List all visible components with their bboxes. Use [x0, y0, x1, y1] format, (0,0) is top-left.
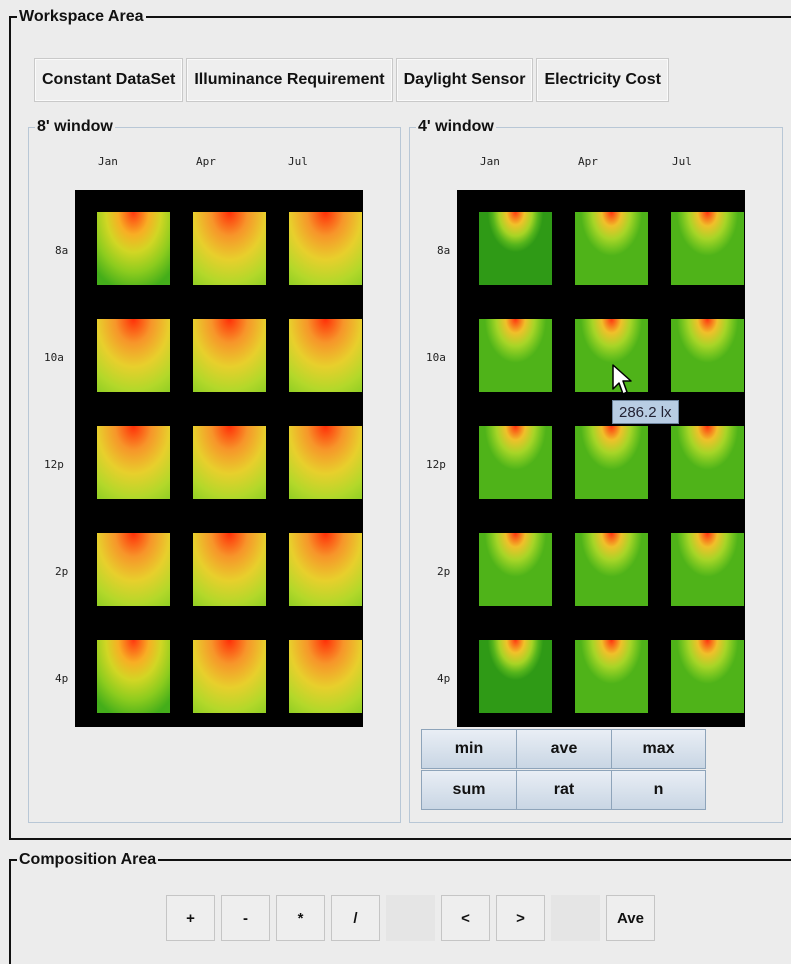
heatmap-cell[interactable] — [97, 426, 170, 499]
heatmap-cell[interactable] — [671, 319, 744, 392]
composition-toolbar: + - * / < > Ave — [166, 895, 661, 941]
month-label: Apr — [196, 155, 216, 168]
constant-dataset-button[interactable]: Constant DataSet — [34, 58, 184, 102]
heatmap-cell[interactable] — [289, 426, 362, 499]
value-tooltip: 286.2 lx — [612, 400, 679, 424]
heatmap-cell[interactable] — [193, 640, 266, 713]
average-button[interactable]: Ave — [606, 895, 655, 941]
hour-label: 2p — [55, 565, 69, 578]
month-label: Jan — [98, 155, 118, 168]
heatmap-cell[interactable] — [97, 212, 170, 285]
blank-button[interactable] — [551, 895, 600, 941]
composition-area: Composition Area — [9, 851, 791, 964]
heatmap-cell[interactable] — [289, 319, 362, 392]
hour-label: 4p — [437, 672, 451, 685]
mouse-pointer-icon — [612, 364, 632, 395]
heatmap-cell[interactable] — [671, 426, 744, 499]
max-button[interactable]: max — [611, 729, 706, 769]
sum-button[interactable]: sum — [421, 770, 517, 810]
heatmap-cell[interactable] — [479, 533, 552, 606]
heatmap-cell[interactable] — [479, 426, 552, 499]
heatmap-cell[interactable] — [289, 212, 362, 285]
heatmap-cell[interactable] — [193, 212, 266, 285]
heatmap-cell[interactable] — [479, 319, 552, 392]
divide-button[interactable]: / — [331, 895, 380, 941]
month-label: Apr — [578, 155, 598, 168]
subtract-button[interactable]: - — [221, 895, 270, 941]
heatmap-cell[interactable] — [575, 533, 648, 606]
heatmap-cell[interactable] — [193, 426, 266, 499]
heatmap-cell[interactable] — [575, 640, 648, 713]
greater-than-button[interactable]: > — [496, 895, 545, 941]
hour-label: 10a — [44, 351, 64, 364]
heatmap-cell[interactable] — [671, 640, 744, 713]
month-label: Jul — [672, 155, 692, 168]
heatmap-grid-4ft — [457, 190, 745, 727]
hour-label: 8a — [437, 244, 451, 257]
heatmap-grid-8ft — [75, 190, 363, 727]
heatmap-cell[interactable] — [97, 319, 170, 392]
window-4ft-panel: 4' window — [409, 118, 783, 823]
month-label: Jul — [288, 155, 308, 168]
hour-label: 12p — [44, 458, 64, 471]
heatmap-cell[interactable] — [97, 533, 170, 606]
month-label: Jan — [480, 155, 500, 168]
rat-button[interactable]: rat — [516, 770, 612, 810]
hour-label: 10a — [426, 351, 446, 364]
n-button[interactable]: n — [611, 770, 706, 810]
heatmap-cell[interactable] — [575, 319, 648, 392]
less-than-button[interactable]: < — [441, 895, 490, 941]
heatmap-cell[interactable] — [479, 212, 552, 285]
illuminance-requirement-button[interactable]: Illuminance Requirement — [186, 58, 393, 102]
heatmap-cell[interactable] — [97, 640, 170, 713]
dataset-tab-row: Constant DataSet Illuminance Requirement… — [34, 58, 672, 102]
heatmap-cell[interactable] — [193, 533, 266, 606]
min-button[interactable]: min — [421, 729, 517, 769]
workspace-area: Workspace Area — [9, 8, 791, 840]
window-4ft-title: 4' window — [416, 118, 496, 136]
blank-button[interactable] — [386, 895, 435, 941]
electricity-cost-button[interactable]: Electricity Cost — [536, 58, 669, 102]
hour-label: 8a — [55, 244, 69, 257]
hour-label: 4p — [55, 672, 69, 685]
heatmap-cell[interactable] — [289, 533, 362, 606]
daylight-sensor-button[interactable]: Daylight Sensor — [395, 58, 534, 102]
heatmap-cell[interactable] — [671, 212, 744, 285]
hour-label: 12p — [426, 458, 446, 471]
heatmap-cell[interactable] — [671, 533, 744, 606]
add-button[interactable]: + — [166, 895, 215, 941]
heatmap-cell[interactable] — [289, 640, 362, 713]
window-8ft-panel: 8' window — [28, 118, 401, 823]
hour-label: 2p — [437, 565, 451, 578]
workspace-area-legend: Workspace Area — [17, 8, 146, 26]
heatmap-cell[interactable] — [575, 212, 648, 285]
multiply-button[interactable]: * — [276, 895, 325, 941]
heatmap-cell[interactable] — [193, 319, 266, 392]
window-8ft-title: 8' window — [35, 118, 115, 136]
heatmap-cell[interactable] — [575, 426, 648, 499]
ave-button[interactable]: ave — [516, 729, 612, 769]
composition-area-legend: Composition Area — [17, 851, 159, 869]
heatmap-cell[interactable] — [479, 640, 552, 713]
